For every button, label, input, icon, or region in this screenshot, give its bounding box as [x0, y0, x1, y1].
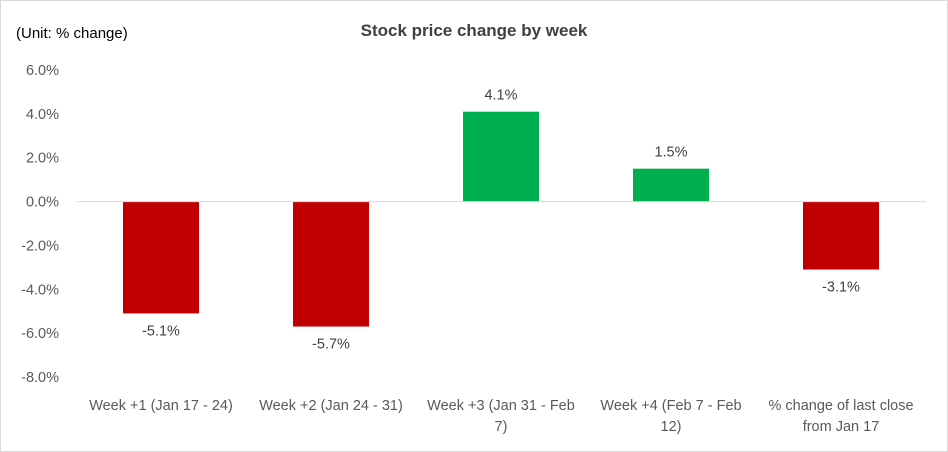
data-label: 4.1%	[484, 88, 517, 104]
y-tick-label: 2.0%	[26, 151, 59, 167]
bar-4	[633, 168, 709, 202]
category-label: 12)	[661, 419, 682, 435]
category-label: % change of last close	[768, 398, 913, 414]
category-label: 7)	[495, 419, 508, 435]
data-label: 1.5%	[654, 145, 687, 161]
category-label: from Jan 17	[803, 419, 880, 435]
y-tick-label: -4.0%	[21, 282, 59, 298]
y-tick-label: -6.0%	[21, 326, 59, 342]
y-tick-label: 0.0%	[26, 195, 59, 211]
category-label: Week +1 (Jan 17 - 24)	[89, 398, 233, 414]
y-tick-label: 4.0%	[26, 107, 59, 123]
bar-3	[463, 111, 539, 202]
data-label: -3.1%	[822, 280, 860, 296]
category-label: Week +2 (Jan 24 - 31)	[259, 398, 403, 414]
y-tick-label: 6.0%	[26, 63, 59, 79]
category-label: Week +4 (Feb 7 - Feb	[600, 398, 741, 414]
unit-label: (Unit: % change)	[16, 25, 128, 42]
bar-2	[293, 201, 369, 327]
chart-title: Stock price change by week	[360, 21, 588, 40]
data-label: -5.7%	[312, 337, 350, 353]
category-label: Week +3 (Jan 31 - Feb	[427, 398, 575, 414]
y-tick-label: -8.0%	[21, 370, 59, 386]
data-label: -5.1%	[142, 323, 180, 339]
bar-1	[123, 201, 199, 314]
bar-5	[803, 201, 879, 270]
y-tick-label: -2.0%	[21, 238, 59, 254]
